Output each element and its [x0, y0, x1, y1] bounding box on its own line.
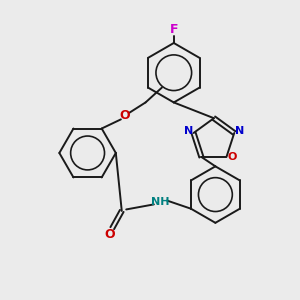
Text: N: N	[184, 126, 193, 136]
Text: F: F	[169, 23, 178, 37]
Text: O: O	[228, 152, 237, 162]
Text: O: O	[119, 109, 130, 122]
Text: N: N	[235, 126, 244, 136]
Text: NH: NH	[151, 197, 170, 207]
Text: O: O	[105, 228, 115, 241]
